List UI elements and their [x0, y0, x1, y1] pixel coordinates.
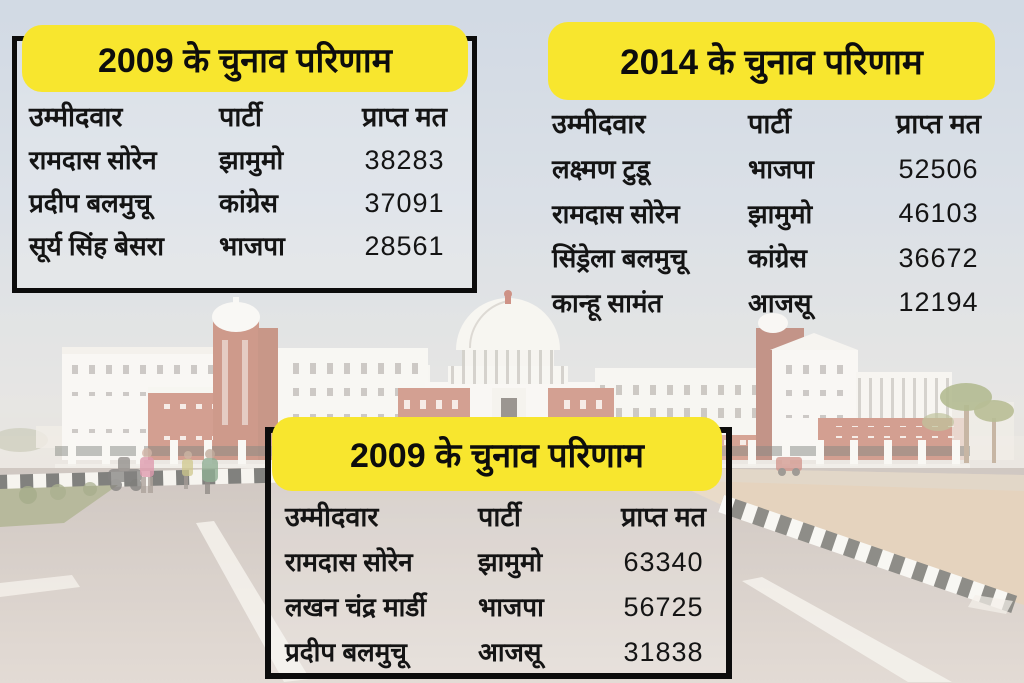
party-name: भाजपा	[748, 154, 814, 185]
table-title-pill-2009-bottom: 2009 के चुनाव परिणाम	[272, 417, 722, 491]
col-header-votes: प्राप्त मत	[361, 101, 448, 132]
table-row: लक्ष्मण टुडू भाजपा 52506	[552, 147, 995, 191]
candidate-name: सूर्य सिंह बेसरा	[29, 231, 165, 262]
col-header-candidate: उम्मीदवार	[285, 501, 379, 532]
party-name: झामुमो	[478, 547, 543, 578]
results-table-2014: उम्मीदवार पार्टी प्राप्त मत लक्ष्मण टुडू…	[552, 103, 995, 325]
col-header-party: पार्टी	[748, 109, 791, 140]
party-name: झामुमो	[219, 145, 284, 176]
table-row: सूर्य सिंह बेसरा भाजपा 28561	[29, 225, 465, 268]
votes-value: 12194	[898, 286, 979, 317]
median-green	[0, 482, 118, 527]
votes-value: 28561	[364, 230, 445, 261]
table-row: कान्हू सामंत आजसू 12194	[552, 281, 995, 325]
candidate-name: रामदास सोरेन	[552, 198, 680, 229]
party-name: आजसू	[478, 637, 542, 668]
votes-value: 38283	[364, 144, 445, 175]
candidate-name: प्रदीप बलमुचू	[285, 637, 407, 668]
table-row: प्रदीप बलमुचू आजसू 31838	[285, 630, 722, 675]
table-row: रामदास सोरेन झामुमो 38283	[29, 139, 465, 182]
table-row: प्रदीप बलमुचू कांग्रेस 37091	[29, 182, 465, 225]
col-header-votes: प्राप्त मत	[620, 501, 707, 532]
col-header-party: पार्टी	[478, 501, 521, 532]
party-name: भाजपा	[219, 231, 285, 262]
candidate-name: सिंड्रेला बलमुचू	[552, 243, 687, 274]
road-foreground-illustration	[0, 448, 1024, 683]
palm-trees	[922, 383, 1014, 463]
table-row: लखन चंद्र मार्डी भाजपा 56725	[285, 585, 722, 630]
left-tower	[212, 297, 278, 460]
candidate-name: कान्हू सामंत	[552, 287, 663, 318]
votes-value: 52506	[898, 153, 979, 184]
table-title-pill-2014: 2014 के चुनाव परिणाम	[548, 22, 995, 100]
votes-value: 36672	[898, 242, 979, 273]
results-table-2009-bottom: उम्मीदवार पार्टी प्राप्त मत रामदास सोरेन…	[285, 495, 722, 675]
motorcycle	[108, 457, 142, 491]
party-name: झामुमो	[748, 198, 813, 229]
median-curb	[0, 465, 343, 490]
candidate-name: प्रदीप बलमुचू	[29, 188, 151, 219]
party-name: कांग्रेस	[748, 243, 807, 274]
col-header-candidate: उम्मीदवार	[29, 101, 123, 132]
table-row: रामदास सोरेन झामुमो 63340	[285, 540, 722, 585]
lane-markings	[0, 521, 1013, 682]
col-header-votes: प्राप्त मत	[895, 109, 982, 140]
table-header-row: उम्मीदवार पार्टी प्राप्त मत	[552, 103, 995, 147]
candidate-name: रामदास सोरेन	[29, 145, 157, 176]
guardrail	[718, 495, 1018, 613]
party-name: भाजपा	[478, 592, 544, 623]
party-name: कांग्रेस	[219, 188, 278, 219]
candidate-name: रामदास सोरेन	[285, 547, 413, 578]
candidate-name: लखन चंद्र मार्डी	[285, 592, 427, 623]
table-header-row: उम्मीदवार पार्टी प्राप्त मत	[285, 495, 722, 540]
votes-value: 46103	[898, 198, 979, 229]
candidate-name: लक्ष्मण टुडू	[552, 154, 650, 185]
table-title: 2009 के चुनाव परिणाम	[349, 437, 644, 475]
votes-value: 37091	[364, 187, 445, 218]
votes-value: 63340	[623, 546, 704, 577]
vehicle	[776, 457, 802, 476]
col-header-candidate: उम्मीदवार	[552, 109, 646, 140]
col-header-party: पार्टी	[219, 101, 262, 132]
votes-value: 31838	[623, 636, 704, 667]
table-row: सिंड्रेला बलमुचू कांग्रेस 36672	[552, 236, 995, 280]
results-table-2009-left: उम्मीदवार पार्टी प्राप्त मत रामदास सोरेन…	[29, 96, 465, 268]
pedestrians	[108, 448, 802, 494]
votes-value: 56725	[623, 591, 704, 622]
table-title-pill-2009-left: 2009 के चुनाव परिणाम	[22, 25, 468, 92]
table-title: 2014 के चुनाव परिणाम	[620, 42, 923, 82]
table-row: रामदास सोरेन झामुमो 46103	[552, 192, 995, 236]
party-name: आजसू	[748, 287, 812, 318]
table-header-row: उम्मीदवार पार्टी प्राप्त मत	[29, 96, 465, 139]
table-title: 2009 के चुनाव परिणाम	[97, 41, 392, 80]
